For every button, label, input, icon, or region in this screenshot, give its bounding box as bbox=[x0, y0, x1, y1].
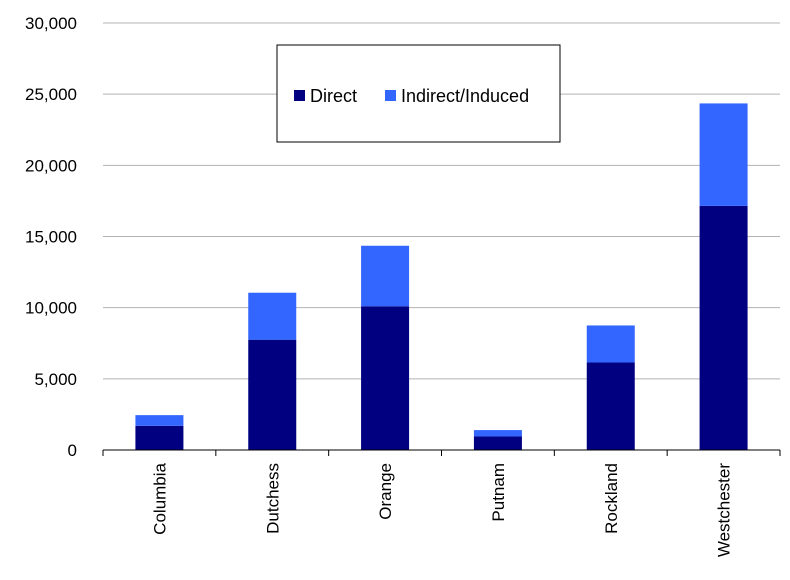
bar-dutchess-direct bbox=[248, 339, 297, 450]
x-category-label: Orange bbox=[376, 463, 395, 520]
bar-orange-direct bbox=[361, 306, 410, 450]
bar-rockland-indirect-induced bbox=[586, 325, 635, 363]
legend-swatch bbox=[294, 90, 305, 101]
bar-westchester-indirect-induced bbox=[699, 103, 748, 206]
bar-rockland-direct bbox=[586, 362, 635, 450]
x-category-label: Westchester bbox=[715, 463, 734, 558]
y-tick-label: 0 bbox=[68, 441, 77, 460]
bar-dutchess-indirect-induced bbox=[248, 292, 297, 340]
legend-label: Indirect/Induced bbox=[401, 86, 529, 106]
x-category-label: Columbia bbox=[150, 462, 169, 534]
y-tick-label: 5,000 bbox=[34, 370, 77, 389]
bar-putnam-direct bbox=[473, 436, 522, 450]
y-tick-label: 30,000 bbox=[25, 14, 77, 33]
y-tick-label: 20,000 bbox=[25, 156, 77, 175]
bars bbox=[135, 103, 748, 450]
legend-box bbox=[276, 44, 561, 143]
bar-columbia-indirect-induced bbox=[135, 415, 184, 426]
x-category-label: Dutchess bbox=[263, 463, 282, 534]
x-axis-category-labels: Columbia Dutchess Orange Putnam Rockland West… bbox=[150, 462, 733, 557]
x-category-label: Rockland bbox=[602, 463, 621, 534]
y-tick-label: 25,000 bbox=[25, 85, 77, 104]
y-tick-label: 10,000 bbox=[25, 299, 77, 318]
x-axis bbox=[102, 449, 781, 456]
y-tick-label: 15,000 bbox=[25, 228, 77, 247]
bar-westchester-direct bbox=[699, 205, 748, 450]
legend-label: Direct bbox=[310, 86, 357, 106]
legend-swatch bbox=[385, 90, 396, 101]
y-axis-tick-labels: 0 5,000 10,000 15,000 20,000 25,000 30,000 bbox=[25, 14, 77, 460]
legend: Direct Indirect/Induced bbox=[276, 44, 561, 143]
bar-putnam-indirect-induced bbox=[473, 430, 522, 437]
x-category-label: Putnam bbox=[489, 463, 508, 522]
bar-columbia-direct bbox=[135, 425, 184, 450]
bar-orange-indirect-induced bbox=[361, 245, 410, 307]
